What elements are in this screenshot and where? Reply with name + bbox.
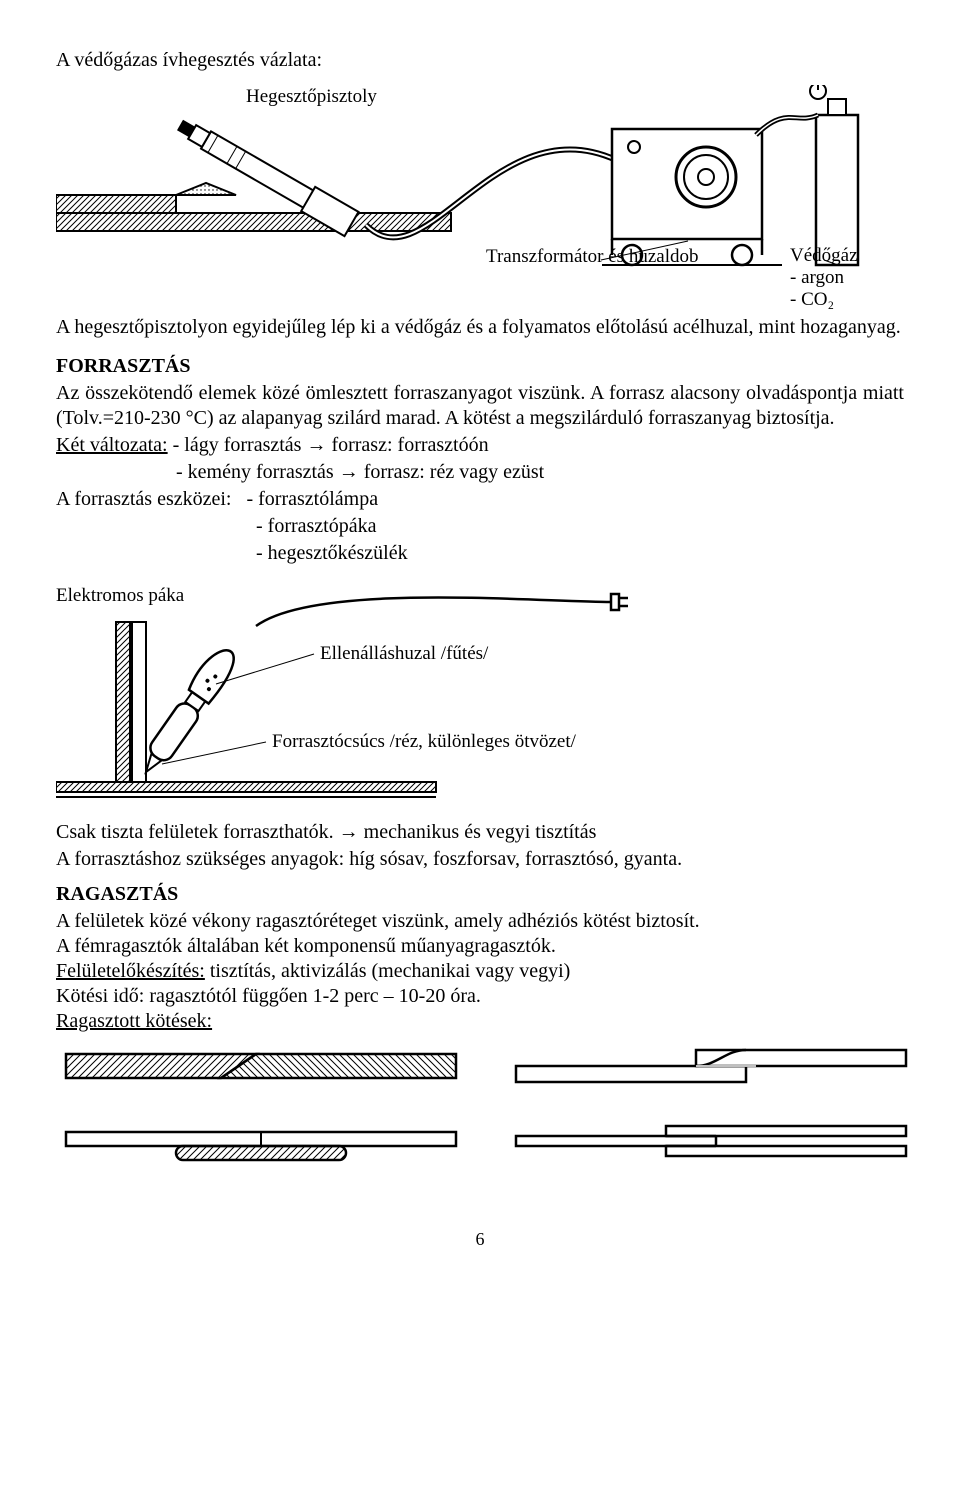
paragraph-2: Csak tiszta felületek forraszthatók. → m…: [56, 820, 904, 845]
label-solder-tip: Forrasztócsúcs /réz, különleges ötvözet/: [272, 730, 576, 754]
ragasztas-line-4: Kötési idő: ragasztótól függően 1-2 perc…: [56, 984, 904, 1009]
variants-label: Két változata:: [56, 434, 168, 456]
variants-line-2: - kemény forrasztás → forrasz: réz vagy …: [56, 460, 904, 485]
gas-l1: - argon: [790, 267, 844, 288]
figure-glued-joints: [56, 1044, 904, 1184]
variant-a: - lágy forrasztás → forrasz: forrasztóón: [173, 434, 489, 456]
tools-line-3: - hegesztőkészülék: [56, 541, 904, 566]
label-pistol: Hegesztőpisztoly: [246, 85, 377, 109]
label-transformer: Transzformátor és huzaldob: [486, 245, 698, 269]
tools-label: A forrasztás eszközei:: [56, 488, 231, 510]
paragraph-1: A hegesztőpisztolyon egyidejűleg lép ki …: [56, 315, 904, 340]
ragasztas-line-5: Ragasztott kötések:: [56, 1009, 904, 1034]
prep-label: Felületelőkészítés:: [56, 960, 205, 982]
ragasztas-line-1: A felületek közé vékony ragasztóréteget …: [56, 909, 904, 934]
ragasztas-line-3: Felületelőkészítés: tisztítás, aktivizál…: [56, 959, 904, 984]
variant-b: - kemény forrasztás → forrasz: réz vagy …: [176, 461, 544, 483]
section-forrasztas-body: Az összekötendő elemek közé ömlesztett f…: [56, 381, 904, 431]
variants-line-1: Két változata: - lágy forrasztás → forra…: [56, 433, 904, 458]
prep-body: tisztítás, aktivizálás (mechanikai vagy …: [205, 960, 570, 982]
figure-welding-schematic: Hegesztőpisztoly: [56, 85, 896, 315]
welding-svg: [56, 85, 896, 315]
label-shield-gas: Védőgáz - argon - CO₂: [790, 245, 858, 311]
label-electric-iron: Elektromos páka: [56, 584, 184, 608]
paragraph-3: A forrasztáshoz szükséges anyagok: híg s…: [56, 847, 904, 872]
figure-soldering-iron: Elektromos páka: [56, 572, 896, 802]
label-resistance-wire: Ellenálláshuzal /fűtés/: [320, 642, 488, 666]
ragasztas-line-2: A fémragasztók általában két komponensű …: [56, 934, 904, 959]
joints-svg: [56, 1044, 916, 1184]
tools-line-1: A forrasztás eszközei: - forrasztólámpa: [56, 487, 904, 512]
gas-l2: - CO₂: [790, 289, 834, 310]
page-title: A védőgázas ívhegesztés vázlata:: [56, 48, 904, 73]
tools-line-2: - forrasztópáka: [56, 514, 904, 539]
page-number: 6: [56, 1228, 904, 1251]
tool-a: - forrasztólámpa: [246, 488, 378, 510]
gas-title: Védőgáz: [790, 245, 858, 266]
section-forrasztas-title: FORRASZTÁS: [56, 354, 904, 379]
section-ragasztas-title: RAGASZTÁS: [56, 882, 904, 907]
